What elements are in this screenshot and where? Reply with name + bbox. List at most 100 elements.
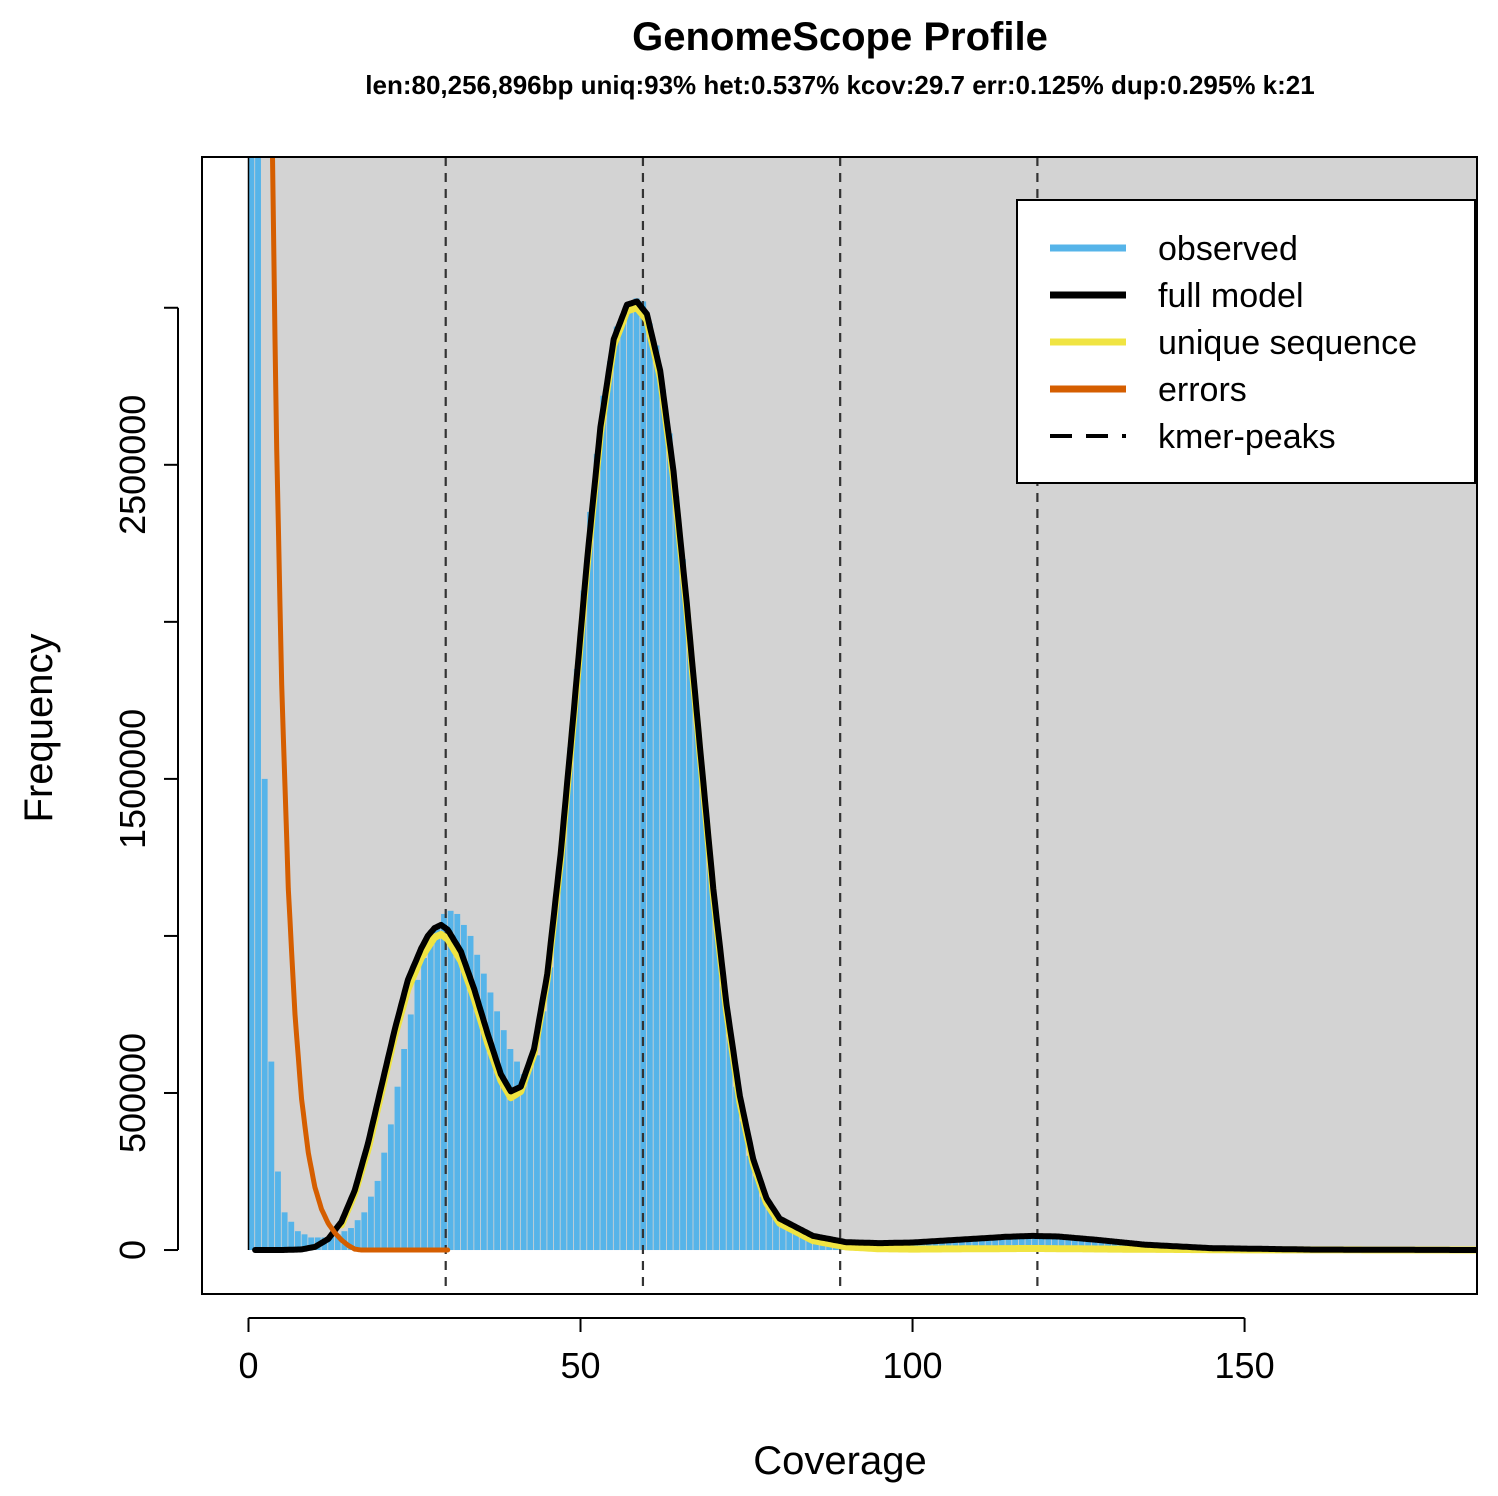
observed-bar [480, 973, 487, 1251]
observed-bar [680, 559, 686, 1251]
x-tick-label: 150 [1215, 1345, 1275, 1386]
chart-subtitle: len:80,256,896bp uniq:93% het:0.537% kco… [365, 70, 1314, 100]
observed-bar [441, 913, 447, 1251]
observed-bar [773, 1218, 779, 1251]
observed-bar [1078, 1239, 1085, 1251]
observed-bar [527, 1064, 534, 1251]
observed-bar [421, 957, 427, 1251]
y-axis-label: Frequency [17, 634, 61, 823]
observed-bar [507, 1049, 514, 1251]
observed-bar [1025, 1237, 1032, 1251]
observed-bar [494, 1011, 501, 1251]
observed-bar [1018, 1237, 1025, 1251]
observed-bar [713, 921, 720, 1251]
observed-bar [427, 935, 434, 1251]
observed-bar [726, 1036, 733, 1251]
observed-bar [640, 301, 647, 1251]
observed-bar [288, 1221, 295, 1251]
observed-bar [746, 1155, 753, 1251]
observed-bar [1012, 1238, 1018, 1251]
observed-bar [1005, 1238, 1012, 1251]
observed-bar [693, 709, 700, 1251]
observed-bar [1052, 1238, 1058, 1251]
observed-bar [520, 1074, 527, 1251]
observed-bar [354, 1220, 361, 1251]
observed-bar [587, 511, 593, 1251]
observed-bar [799, 1234, 806, 1251]
observed-bar [646, 323, 653, 1251]
observed-bar [447, 910, 454, 1251]
observed-bar [394, 1086, 401, 1251]
observed-bar [261, 778, 268, 1251]
x-tick-label: 0 [238, 1345, 258, 1386]
observed-bar [620, 314, 627, 1251]
x-tick-label: 50 [560, 1345, 600, 1386]
observed-bar [739, 1121, 746, 1251]
legend-label: unique sequence [1158, 324, 1417, 362]
y-tick-label: 2500000 [112, 395, 153, 535]
legend-label: full model [1158, 277, 1304, 315]
observed-bar [301, 1234, 308, 1251]
observed-bar [401, 1049, 408, 1251]
observed-bar [1071, 1239, 1078, 1251]
observed-bar [627, 301, 633, 1251]
observed-bar [534, 1055, 540, 1251]
observed-bar [1045, 1238, 1052, 1251]
observed-bar [368, 1196, 374, 1251]
observed-bar [978, 1240, 985, 1251]
legend-label: errors [1158, 371, 1247, 409]
full-model-line [252, 298, 1477, 1253]
observed-bar [381, 1152, 388, 1251]
observed-bar [666, 433, 673, 1251]
observed-bar [806, 1235, 813, 1251]
x-axis: 0 50 100 150 [238, 1317, 1275, 1386]
observed-bar [1065, 1238, 1072, 1251]
observed-bar [985, 1239, 992, 1251]
observed-bar [613, 326, 620, 1251]
chart-title: GenomeScope Profile [632, 15, 1048, 59]
plot-frame [201, 156, 1478, 1295]
observed-bar [434, 924, 441, 1251]
y-axis: 0 500000 1500000 2500000 [112, 306, 179, 1260]
observed-bar [573, 668, 580, 1251]
observed-bar [1038, 1237, 1045, 1251]
observed-bar [1058, 1238, 1065, 1251]
observed-bar [268, 1061, 275, 1251]
observed-bar [660, 389, 667, 1251]
observed-bar [547, 967, 554, 1251]
x-axis-label: Coverage [753, 1439, 926, 1483]
observed-bar [998, 1239, 1005, 1251]
observed-bar [633, 298, 640, 1251]
observed-bar [348, 1228, 354, 1251]
plot-area [201, 156, 1478, 1295]
observed-bars [248, 157, 1470, 1251]
observed-bar [759, 1196, 766, 1251]
observed-bar [361, 1212, 368, 1251]
observed-bar [487, 992, 494, 1251]
observed-bar [474, 954, 481, 1251]
observed-bar [1085, 1240, 1092, 1251]
observed-bar [275, 1171, 281, 1251]
observed-bar [553, 896, 560, 1251]
observed-bar [992, 1239, 999, 1251]
observed-bar [793, 1230, 799, 1251]
observed-bar [733, 1086, 740, 1251]
observed-bar [374, 1180, 381, 1251]
observed-bar [600, 395, 607, 1251]
legend: observed full model unique sequence errors k… [1016, 199, 1476, 484]
observed-bar [766, 1207, 773, 1251]
observed-bar [308, 1237, 315, 1251]
observed-bar [407, 1014, 414, 1251]
observed-bar [294, 1231, 301, 1251]
observed-bar [334, 1234, 341, 1251]
observed-bar [779, 1222, 786, 1251]
observed-bar [560, 826, 567, 1251]
observed-bar [281, 1212, 288, 1251]
observed-bar [454, 913, 461, 1251]
observed-bar [1032, 1237, 1038, 1251]
observed-bar [567, 747, 574, 1251]
observed-bar [719, 986, 726, 1251]
y-tick-label: 500000 [112, 1033, 153, 1153]
observed-bar [248, 157, 255, 1251]
